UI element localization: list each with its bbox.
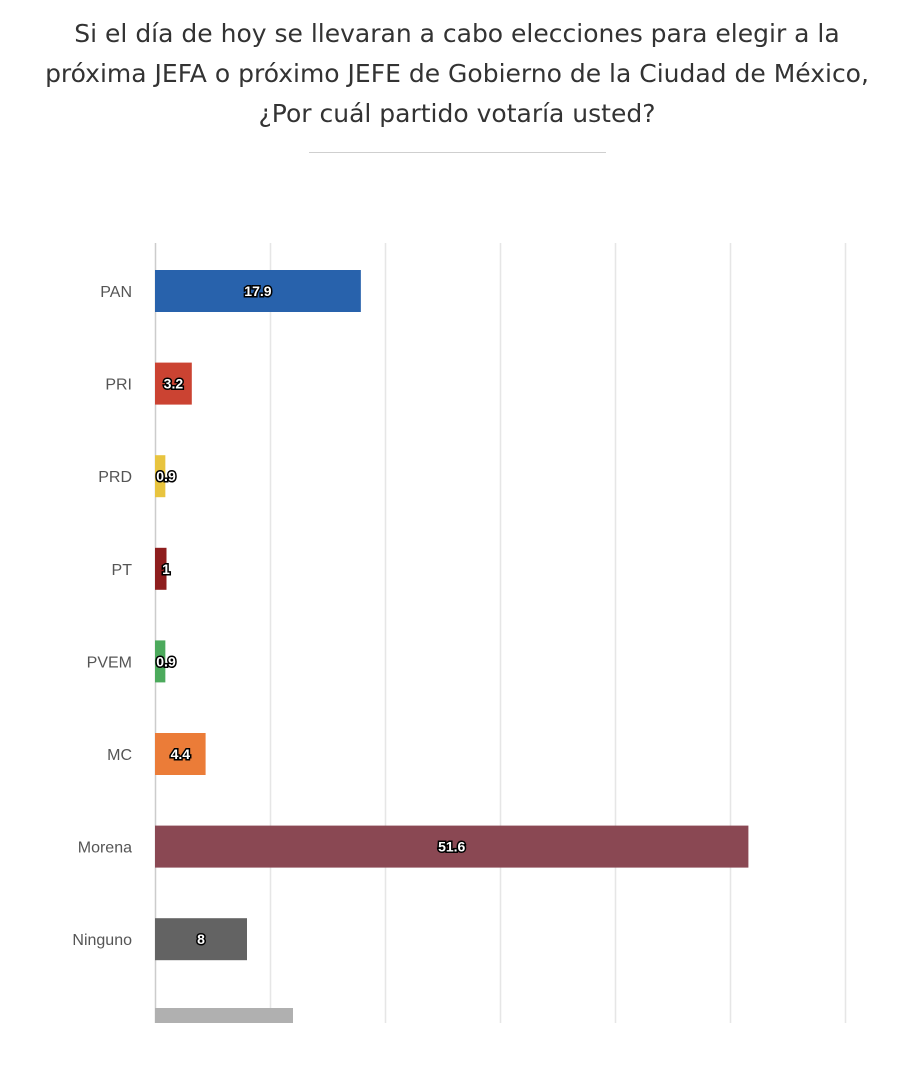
- data-label: 0.9: [156, 468, 176, 484]
- bar: [155, 918, 247, 961]
- category-label: PAN: [100, 284, 132, 301]
- category-label: Morena: [78, 840, 132, 857]
- category-label: Ninguno: [72, 932, 132, 949]
- data-label: 8: [197, 931, 205, 947]
- bar: [155, 1008, 293, 1023]
- bar: [155, 270, 361, 312]
- bar: [155, 640, 166, 683]
- category-label: PRI: [105, 377, 132, 394]
- data-label: 51.6: [438, 839, 465, 855]
- data-label: 0.9: [156, 653, 176, 669]
- bar: [155, 733, 206, 775]
- title-divider: [309, 152, 606, 153]
- chart-title: Si el día de hoy se llevaran a cabo elec…: [45, 19, 869, 128]
- bar: [155, 547, 167, 590]
- category-labels: PAN PRI PRD PT PVEM MC Morena Ninguno: [72, 284, 132, 949]
- bar: [155, 825, 749, 868]
- data-labels: 17.9 3.2 0.9 1 0.9 4.4 51.6 8: [155, 282, 467, 949]
- bar: [155, 362, 192, 405]
- data-label: 1: [162, 561, 170, 577]
- category-label: PVEM: [87, 654, 132, 671]
- grid-lines: [154, 243, 847, 1023]
- data-label: 17.9: [244, 283, 271, 299]
- bar: [155, 455, 166, 498]
- data-label: 3.2: [164, 376, 184, 392]
- category-label: PT: [112, 562, 133, 579]
- bars: [155, 270, 749, 1023]
- category-label: MC: [107, 747, 132, 764]
- data-label: 4.4: [171, 746, 191, 762]
- category-label: PRD: [98, 469, 132, 486]
